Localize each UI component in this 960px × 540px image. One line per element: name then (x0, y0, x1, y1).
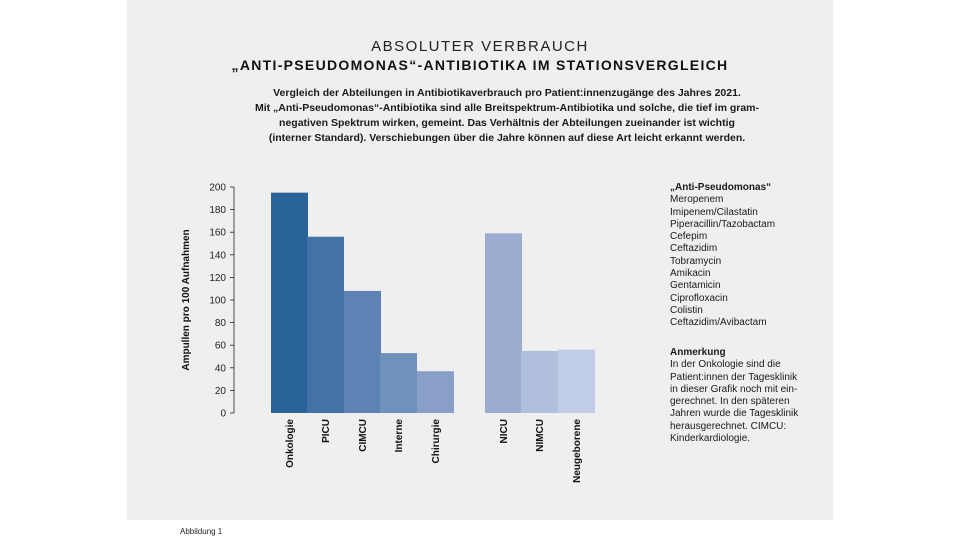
y-tick-label: 20 (215, 386, 227, 397)
legend-item: Ciprofloxacin (670, 292, 728, 304)
bar-nicu (485, 233, 522, 413)
y-tick-label: 140 (209, 250, 226, 261)
y-tick-label: 100 (209, 296, 226, 307)
y-tick-label: 0 (220, 409, 226, 420)
note-line: Jahren wurde die Tagesklinik (670, 408, 799, 420)
bar-onkologie (271, 192, 308, 413)
y-tick-label: 40 (215, 363, 227, 374)
category-label: Onkologie (285, 419, 296, 468)
category-label: PICU (321, 419, 332, 443)
note-line: Patient:innen der Tagesklinik (670, 371, 798, 383)
legend-item: Ceftazidim/Avibactam (670, 317, 767, 329)
bars-group (271, 192, 595, 413)
note-line: gerechnet. In den späteren (670, 396, 790, 408)
note-line: Kinderkardiologie. (670, 433, 751, 445)
note: Anmerkung In der Onkologie sind die Pati… (670, 347, 820, 445)
legend-item: Imipenem/Cilastatin (670, 206, 758, 218)
legend-item: Cefepim (670, 231, 708, 243)
category-label: Neugeborene (572, 419, 583, 483)
intro-line: Mit „Anti-Pseudomonas“-Antibiotika sind … (254, 102, 760, 114)
figure-panel (127, 0, 833, 520)
bar-cimcu (344, 290, 381, 413)
y-tick-label: 200 (209, 183, 226, 194)
bar-nimcu (521, 350, 558, 413)
y-tick-label: 120 (209, 273, 226, 284)
intro-line: (interner Standard). Verschiebungen über… (268, 132, 746, 144)
bar-neugeborene (558, 349, 595, 413)
legend-item: Tobramycin (670, 255, 722, 267)
legend-item: Gentamicin (670, 280, 721, 292)
chart-title: ABSOLUTER VERBRAUCH (371, 38, 589, 55)
intro-line: negativen Spektrum wirken, gemeint. Das … (279, 117, 735, 129)
legend-item: Ceftazidim (670, 243, 718, 255)
y-axis-label: Ampullen pro 100 Aufnahmen (181, 229, 192, 370)
bar-picu (307, 236, 344, 413)
y-tick-label: 180 (209, 205, 226, 216)
note-heading: Anmerkung (670, 347, 726, 358)
note-line: In der Onkologie sind die (670, 359, 781, 371)
legend-heading: „Anti-Pseudomonas“ (670, 182, 772, 193)
bar-interne (380, 353, 417, 413)
y-axis: 0 20 40 60 80 100 120 140 160 180 200 Ampullen pro … (181, 183, 235, 420)
y-tick-label: 160 (209, 228, 226, 239)
note-line: herausgerechnet. CIMCU: (670, 420, 787, 432)
category-labels: Onkologie PICU CIMCU Interne Chirurgie NICU NI… (285, 419, 583, 483)
legend: „Anti-Pseudomonas“ Meropenem Imipenem/Ci… (670, 182, 820, 330)
category-label: NIMCU (535, 419, 546, 452)
y-tick-label: 60 (215, 341, 227, 352)
intro-line: Vergleich der Abteilungen in Antibiotika… (273, 87, 741, 99)
note-line: in dieser Grafik noch mit ein- (670, 383, 798, 395)
intro-text: Vergleich der Abteilungen in Antibiotika… (227, 86, 787, 146)
category-label: NICU (499, 419, 510, 443)
figure-caption: Abbildung 1 (180, 527, 223, 536)
category-label: CIMCU (358, 419, 369, 452)
category-label: Chirurgie (431, 419, 442, 464)
bar-chirurgie (417, 371, 454, 413)
legend-item: Colistin (670, 304, 703, 316)
legend-item: Amikacin (670, 268, 711, 280)
chart-subtitle: „ANTI-PSEUDOMONAS“-ANTIBIOTIKA IM STATIO… (231, 57, 729, 73)
category-label: Interne (394, 419, 405, 453)
legend-item: Piperacillin/Tazobactam (670, 218, 776, 230)
y-tick-label: 80 (215, 318, 227, 329)
legend-item: Meropenem (670, 194, 724, 206)
